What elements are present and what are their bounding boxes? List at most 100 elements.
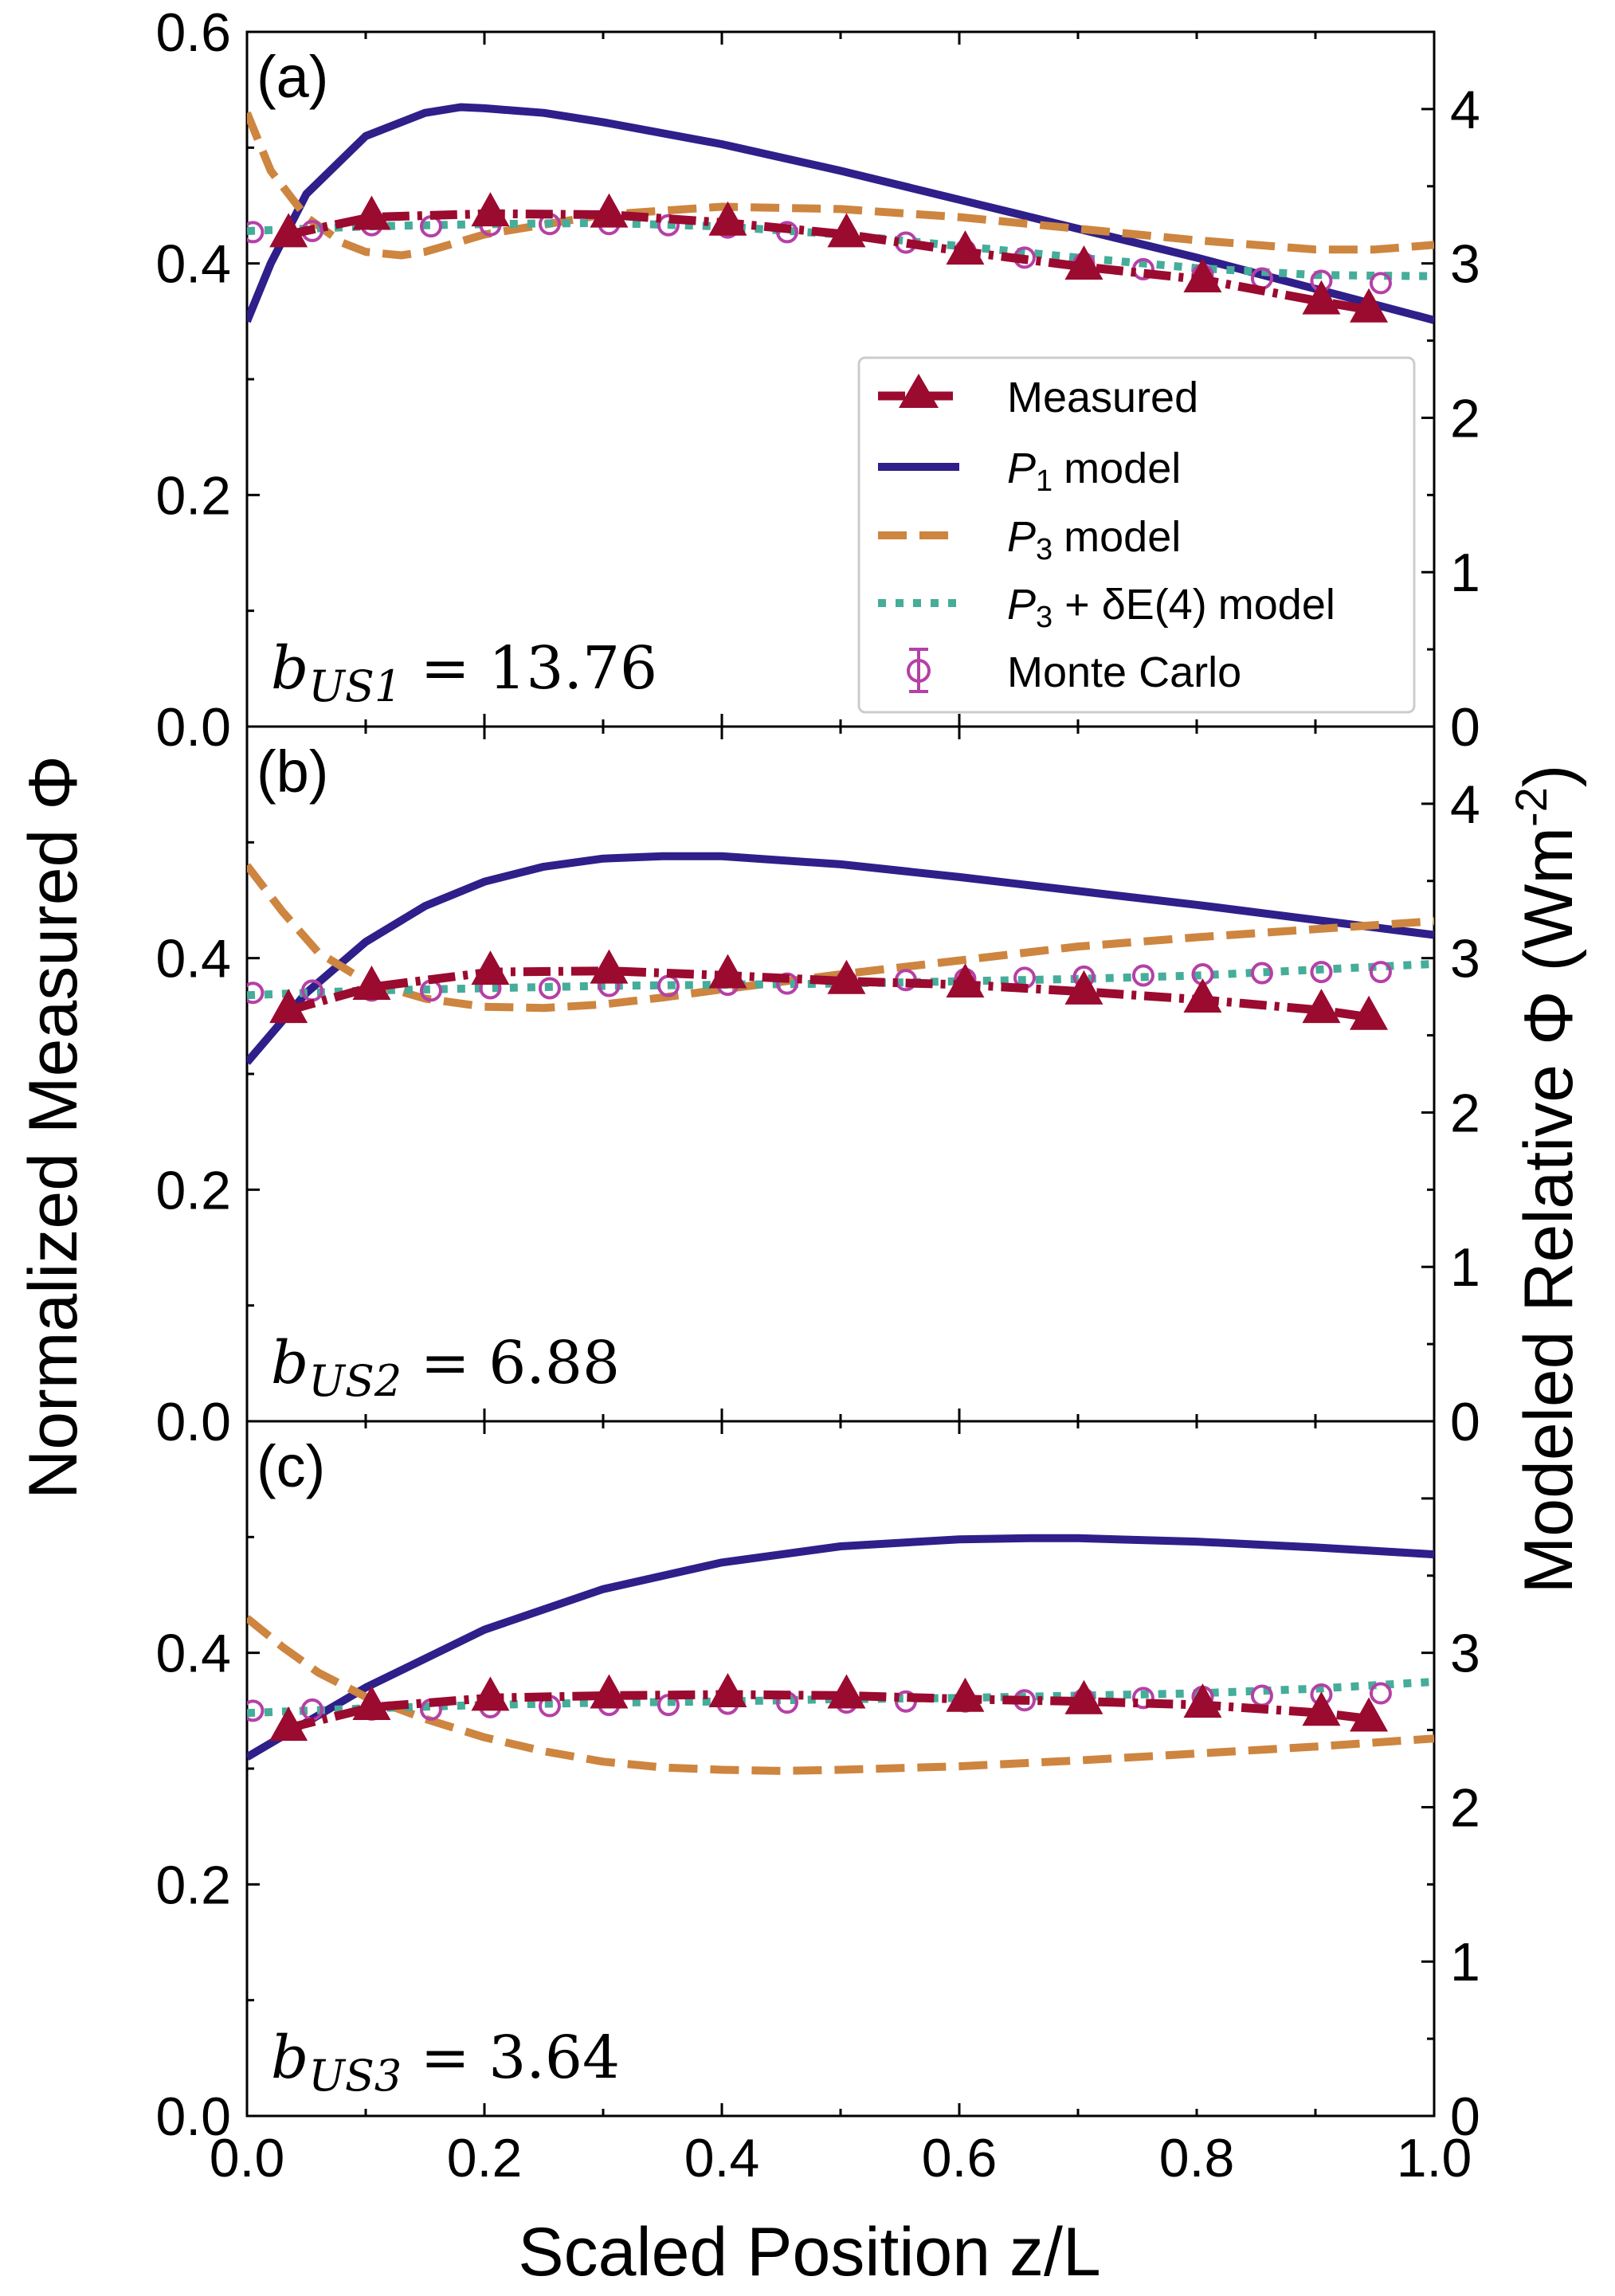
measured-line: [287, 209, 1370, 315]
left-tick-label: 0.0: [155, 697, 231, 758]
panel-label: (c): [257, 1433, 325, 1499]
monte-carlo-point: [1131, 964, 1154, 987]
b-annotation-symbol: b: [271, 634, 308, 703]
right-tick-label: 0: [1450, 697, 1480, 758]
panel-c: 0.0 0.2 0.4 0 1 2 3 (c) bUS3 = 3.64: [155, 1420, 1480, 2147]
b-annotation-subscript: US1: [308, 661, 402, 711]
panel-label: (b): [257, 739, 328, 805]
legend-entry-monte-carlo: Monte Carlo: [907, 648, 1241, 696]
right-tick-label: 2: [1450, 388, 1480, 449]
legend-p3-label: P3 model: [1007, 513, 1181, 566]
measured-point: [827, 959, 866, 994]
left-tick-label: 0.4: [155, 234, 231, 295]
monte-carlo-point: [1250, 1684, 1273, 1707]
measured-point: [1302, 1691, 1341, 1726]
measured-point: [269, 1706, 308, 1742]
measured-point: [946, 963, 985, 998]
b-annotation: bUS1 = 13.76: [271, 634, 657, 711]
legend-frame: [857, 356, 1416, 714]
x-axis-title: Scaled Position z/L: [518, 2214, 1100, 2290]
legend-entry-p3: P3 model: [878, 513, 1181, 566]
legend-mc-marker: [907, 659, 931, 683]
monte-carlo-point: [1250, 962, 1273, 985]
measured-point: [708, 1672, 747, 1707]
plot-frame: [245, 725, 1436, 1423]
legend-p1-label: P1 model: [1007, 445, 1181, 498]
b-annotation-value: = 3.64: [402, 2024, 620, 2092]
right-tick-label: 3: [1450, 1624, 1480, 1684]
legend-p3de4-label: P3 + δE(4) model: [1007, 581, 1335, 634]
x-tick-label: 0.0: [210, 2128, 285, 2188]
left-tick-label: 0.2: [155, 1160, 231, 1220]
plot-area: [247, 1534, 1434, 1775]
monte-carlo-point: [1310, 961, 1333, 984]
measured-point: [352, 966, 391, 1000]
x-tick-label: 0.2: [447, 2128, 523, 2188]
legend: Measured P1 model P3 model P3 + δE(4) model…: [857, 356, 1416, 714]
right-tick-label: 2: [1450, 1083, 1480, 1143]
plot-area: [247, 103, 1434, 324]
right-tick-label: 0: [1450, 2086, 1480, 2147]
p3-de4-model-line: [247, 1678, 1434, 1718]
measured-point: [708, 954, 747, 989]
measured-point: [1183, 258, 1222, 293]
b-annotation-symbol: b: [271, 1329, 308, 1397]
right-tick-label: 0: [1450, 1392, 1480, 1452]
monte-carlo-point: [247, 1699, 265, 1722]
measured-point: [1183, 1683, 1222, 1718]
measured-point: [471, 1676, 510, 1711]
measured-point: [946, 1677, 985, 1712]
right-tick-label: 2: [1450, 1777, 1480, 1838]
monte-carlo-point: [247, 221, 265, 244]
right-tick-label: 1: [1450, 1237, 1480, 1298]
measured-point: [471, 950, 510, 985]
panel-a: 0.0 0.2 0.4 0.6 0 1 2 3 4 (a) bUS1 = 13.76: [155, 2, 1480, 758]
measured-point: [590, 949, 629, 984]
left-tick-label: 0.4: [155, 929, 231, 989]
legend-measured-marker: [899, 374, 939, 408]
b-annotation-value: = 13.76: [402, 634, 657, 703]
measured-point: [827, 213, 866, 248]
p1-model-line: [247, 852, 1434, 1065]
monte-carlo-point: [247, 981, 265, 1005]
b-annotation-subscript: US3: [308, 2051, 402, 2101]
monte-carlo-point: [1369, 1682, 1392, 1705]
measured-point: [1183, 978, 1222, 1013]
left-tick-label: 0.6: [155, 2, 231, 63]
p1-model-line: [247, 103, 1434, 324]
left-tick-label: 0.0: [155, 2086, 231, 2147]
right-tick-label: 3: [1450, 234, 1480, 295]
measured-point: [827, 1674, 866, 1709]
panel-b: 0.0 0.2 0.4 0 1 2 3 4 (b) bUS2 = 6.88: [155, 725, 1480, 1452]
measured-point: [1302, 989, 1341, 1024]
right-tick-label: 4: [1450, 774, 1480, 835]
right-tick-label: 4: [1450, 80, 1480, 140]
measured-point: [590, 1674, 629, 1709]
left-tick-label: 0.2: [155, 465, 231, 526]
left-tick-label: 0.2: [155, 1855, 231, 1915]
plot-area: [247, 852, 1434, 1065]
legend-entry-p1: P1 model: [878, 445, 1181, 498]
measured-point: [352, 1685, 391, 1720]
measured-point: [946, 230, 985, 265]
measured-point: [1350, 1697, 1389, 1732]
monte-carlo-point: [1369, 272, 1392, 295]
right-y-axis-title: Modeled Relative Φ (Wm-2): [1506, 765, 1587, 1594]
monte-carlo-point: [657, 214, 680, 237]
b-annotation: bUS3 = 3.64: [271, 2024, 620, 2101]
b-annotation-value: = 6.88: [402, 1329, 620, 1397]
legend-monte-carlo-label: Monte Carlo: [1007, 648, 1241, 696]
b-annotation-subscript: US2: [308, 1356, 402, 1406]
measured-point: [1350, 288, 1389, 323]
x-tick-label: 0.4: [684, 2128, 760, 2188]
legend-measured-label: Measured: [1007, 374, 1198, 421]
legend-entry-measured: Measured: [878, 374, 1198, 421]
left-y-axis-title: Normalized Measured Φ: [15, 755, 92, 1499]
panel-label: (a): [257, 44, 328, 110]
measured-point: [1064, 1679, 1103, 1714]
x-tick-label: 0.6: [922, 2128, 998, 2188]
left-tick-label: 0.0: [155, 1392, 231, 1452]
measured-point: [471, 192, 510, 227]
